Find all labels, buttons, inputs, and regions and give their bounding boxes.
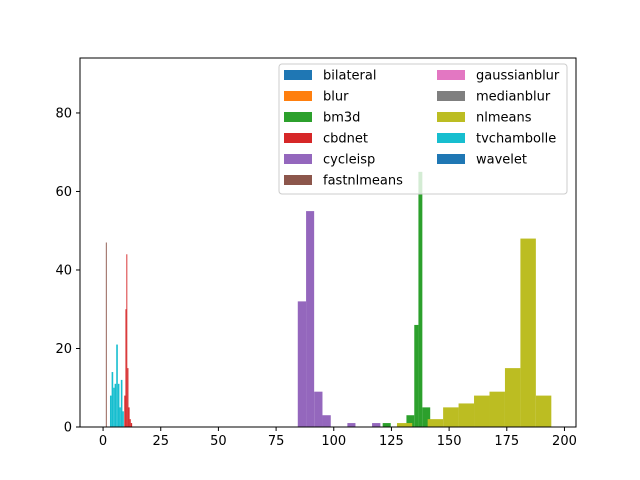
bar-nlmeans-8 [535,395,552,427]
legend-label-blur: blur [323,90,349,105]
y-tick-label: 20 [55,342,72,357]
x-tick-label: 100 [321,434,346,449]
legend-swatch-nlmeans [437,112,465,122]
legend-label-medianblur: medianblur [476,90,551,105]
legend-label-fastnlmeans: fastnlmeans [323,174,403,189]
bar-tvchambolle-3 [114,383,117,427]
bar-cycleisp-0 [297,301,307,427]
bar-nlmeans-6 [504,368,521,427]
legend-swatch-bilateral [284,70,312,80]
bar-tvchambolle-1 [111,372,114,427]
x-tick-label: 125 [379,434,404,449]
y-tick-label: 60 [55,185,72,200]
legend-label-bilateral: bilateral [323,69,376,84]
legend-label-cbdnet: cbdnet [323,132,368,147]
x-tick-label: 175 [494,434,519,449]
axes-frame [79,57,577,428]
legend-swatch-wavelet [437,154,465,164]
plot-area [105,171,552,427]
axes: 0 25 50 75 100 125 150 175 200 0 20 40 60 80 [55,57,577,449]
bar-cbdnet-0 [124,395,126,427]
bar-bm3d-1 [406,415,415,427]
bar-cycleisp-1 [306,211,315,427]
legend-label-cycleisp: cycleisp [323,153,375,168]
legend-label-tvchambolle: tvchambolle [476,132,556,147]
bar-cbdnet-4 [128,407,130,427]
bar-tvchambolle-0 [109,395,112,427]
bar-bm3d-3 [418,171,423,427]
bar-tvchambolle-7 [120,379,123,427]
legend-swatch-cycleisp [284,154,312,164]
bar-nlmeans-2 [443,407,459,427]
legend-swatch-tvchambolle [437,133,465,143]
bar-cycleisp-3 [322,415,331,427]
x-tick-label: 150 [437,434,462,449]
bar-nlmeans-3 [458,403,475,427]
bar-nlmeans-4 [474,395,490,427]
bar-nlmeans-0 [396,423,413,427]
bar-cbdnet-6 [130,423,133,427]
x-tick-label: 75 [268,434,285,449]
legend-swatch-medianblur [437,91,465,101]
legend-label-wavelet: wavelet [476,153,527,168]
bar-nlmeans-5 [489,391,505,427]
bar-bm3d-0 [382,423,391,427]
bar-cycleisp-5 [372,423,381,427]
x-tick-label: 200 [552,434,577,449]
bar-cbdnet-5 [129,419,131,427]
legend-box [278,63,568,195]
legend-swatch-cbdnet [284,133,312,143]
x-tick-label: 50 [210,434,227,449]
x-tick-label: 0 [99,434,107,449]
legend-label-nlmeans: nlmeans [476,111,532,126]
bar-fastnlmeans-0 [105,242,107,427]
x-tick-label: 25 [152,434,169,449]
legend-label-bm3d: bm3d [323,111,360,126]
bar-tvchambolle-5 [117,383,120,427]
bar-cbdnet-3 [127,368,129,427]
bar-nlmeans-7 [520,238,536,427]
bar-tvchambolle-8 [122,411,124,427]
bar-tvchambolle-6 [119,407,121,427]
bar-cycleisp-2 [314,391,323,427]
legend-swatch-fastnlmeans [284,175,312,185]
legend-swatch-bm3d [284,112,312,122]
legend-swatch-gaussianblur [437,70,465,80]
bar-cbdnet-2 [126,254,128,427]
bar-tvchambolle-4 [116,344,118,427]
bar-cycleisp-4 [347,423,356,427]
y-tick-label: 40 [55,263,72,278]
y-tick-label: 80 [55,106,72,121]
bar-tvchambolle-2 [113,387,115,427]
bar-bm3d-2 [414,324,419,427]
legend-label-gaussianblur: gaussianblur [476,69,560,84]
legend: bilateral blur bm3d cbdnet cycleisp fastnlmea… [278,63,568,195]
y-tick-label: 0 [64,421,72,436]
bar-cbdnet-1 [125,309,127,427]
bar-nlmeans-1 [427,419,444,427]
bar-bm3d-4 [422,407,431,427]
legend-swatch-blur [284,91,312,101]
